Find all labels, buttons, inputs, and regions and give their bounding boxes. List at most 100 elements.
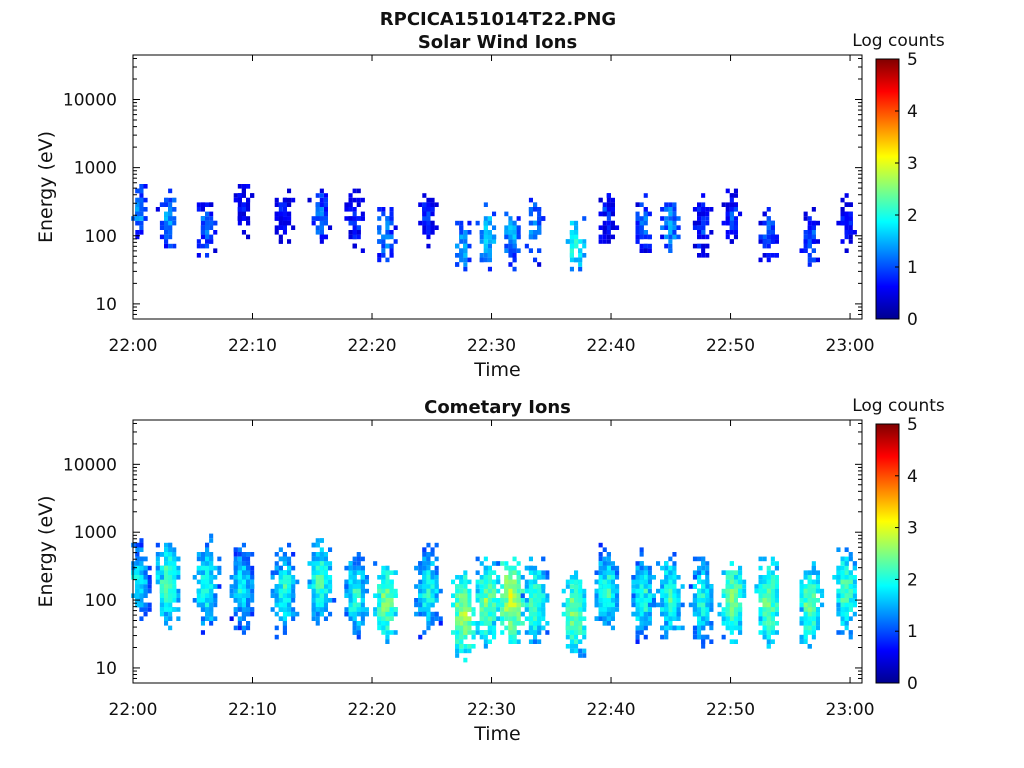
data-pixel — [610, 588, 615, 594]
data-pixel — [508, 220, 513, 226]
data-pixel — [647, 211, 652, 217]
data-pixel — [709, 230, 714, 235]
data-pixel — [147, 575, 152, 580]
data-pixel — [610, 584, 615, 589]
data-pixel — [205, 216, 210, 221]
data-pixel — [196, 202, 201, 207]
data-pixel — [246, 584, 251, 589]
data-pixel — [639, 593, 644, 598]
data-pixel — [426, 542, 431, 548]
data-pixel — [467, 621, 472, 626]
data-pixel — [602, 561, 607, 566]
data-pixel — [668, 239, 673, 244]
data-pixel — [430, 230, 435, 235]
data-pixel — [598, 588, 603, 594]
data-pixel — [385, 570, 390, 575]
data-pixel — [139, 598, 144, 603]
data-pixel — [606, 207, 611, 212]
data-pixel — [508, 630, 513, 635]
data-pixel — [291, 611, 296, 617]
data-pixel — [381, 570, 386, 575]
data-pixel — [274, 230, 279, 235]
data-pixel — [373, 593, 378, 598]
data-pixel — [807, 225, 812, 230]
data-pixel — [664, 216, 669, 221]
data-pixel — [241, 556, 246, 562]
data-pixel — [631, 579, 636, 585]
data-pixel — [569, 648, 574, 654]
data-pixel — [422, 575, 427, 580]
data-pixel — [426, 197, 431, 203]
data-pixel — [430, 579, 435, 585]
data-pixel — [483, 579, 488, 585]
data-pixel — [774, 253, 779, 258]
data-pixel — [483, 230, 488, 235]
data-pixel — [348, 579, 353, 585]
data-pixel — [229, 616, 234, 621]
data-pixel — [164, 611, 169, 617]
data-pixel — [135, 197, 140, 203]
data-pixel — [701, 234, 706, 240]
data-pixel — [135, 547, 140, 552]
data-pixel — [209, 588, 214, 594]
data-pixel — [504, 234, 509, 240]
data-pixel — [143, 588, 148, 594]
data-pixel — [168, 611, 173, 617]
data-pixel — [811, 230, 816, 235]
data-pixel — [323, 570, 328, 575]
data-pixel — [545, 630, 550, 635]
data-pixel — [500, 593, 505, 598]
data-pixel — [643, 588, 648, 594]
data-pixel — [344, 202, 349, 207]
data-pixel — [241, 561, 246, 566]
data-pixel — [352, 598, 357, 603]
data-pixel — [807, 243, 812, 249]
data-pixel — [463, 253, 468, 258]
data-pixel — [803, 239, 808, 244]
data-pixel — [328, 575, 333, 580]
data-pixel — [500, 616, 505, 621]
data-pixel — [574, 257, 579, 263]
data-pixel — [200, 607, 205, 612]
data-pixel — [545, 593, 550, 598]
data-pixel — [344, 588, 349, 594]
data-pixel — [205, 598, 210, 603]
data-pixel — [426, 565, 431, 571]
data-pixel — [430, 621, 435, 626]
data-pixel — [246, 561, 251, 566]
data-pixel — [209, 239, 214, 244]
data-pixel — [164, 243, 169, 249]
data-pixel — [282, 197, 287, 203]
data-pixel — [319, 188, 324, 194]
data-pixel — [348, 588, 353, 594]
data-pixel — [602, 556, 607, 562]
data-pixel — [282, 552, 287, 557]
data-pixel — [229, 588, 234, 594]
data-pixel — [139, 184, 144, 189]
data-pixel — [246, 556, 251, 562]
data-pixel — [463, 602, 468, 608]
data-pixel — [574, 634, 579, 640]
data-pixel — [164, 570, 169, 575]
data-pixel — [352, 225, 357, 230]
data-pixel — [602, 575, 607, 580]
data-pixel — [475, 570, 480, 575]
data-pixel — [647, 584, 652, 589]
data-pixel — [528, 565, 533, 571]
data-pixel — [176, 575, 181, 580]
data-pixel — [381, 253, 386, 258]
data-pixel — [389, 253, 394, 258]
data-pixel — [487, 584, 492, 589]
data-pixel — [574, 648, 579, 654]
data-pixel — [508, 239, 513, 244]
data-pixel — [135, 602, 140, 608]
data-pixel — [479, 611, 484, 617]
data-pixel — [639, 225, 644, 230]
data-pixel — [164, 602, 169, 608]
data-pixel — [492, 211, 497, 217]
data-pixel — [323, 584, 328, 589]
data-pixel — [426, 607, 431, 612]
data-pixel — [139, 230, 144, 235]
data-pixel — [504, 616, 509, 621]
data-pixel — [475, 556, 480, 562]
